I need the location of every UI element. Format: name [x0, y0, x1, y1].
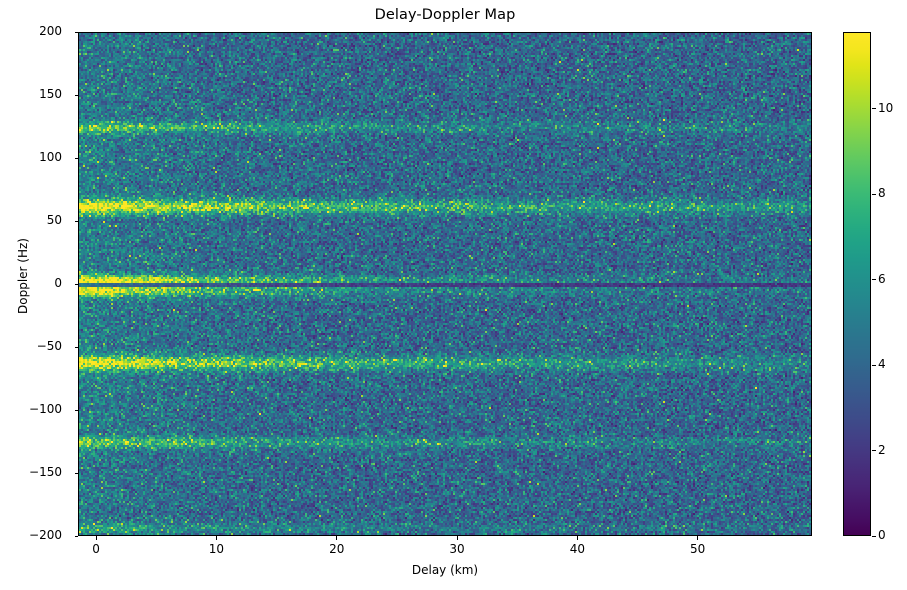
y-tick-label: 150 — [39, 87, 62, 101]
colorbar-tick-mark — [872, 108, 876, 110]
colorbar-tick-label: 0 — [878, 528, 886, 542]
y-tick-mark — [74, 472, 78, 474]
y-tick-label: 100 — [39, 150, 62, 164]
y-tick-label: 0 — [54, 276, 62, 290]
colorbar-tick-mark — [872, 364, 876, 366]
delay-doppler-heatmap-axes[interactable] — [78, 32, 812, 536]
x-tick-label: 10 — [208, 542, 225, 556]
colorbar-tick-mark — [872, 535, 876, 537]
y-tick-mark — [74, 283, 78, 285]
x-tick-label: 0 — [92, 542, 100, 556]
heatmap-image — [79, 33, 811, 535]
colorbar-tick-label: 2 — [878, 442, 886, 457]
y-tick-label: −100 — [29, 402, 62, 416]
y-tick-label: 50 — [46, 213, 62, 227]
x-tick-label: 40 — [569, 542, 585, 556]
x-tick-mark — [576, 536, 578, 540]
y-tick-mark — [74, 220, 78, 222]
y-tick-label: −50 — [36, 339, 62, 353]
page-title: Delay-Doppler Map — [374, 7, 516, 23]
x-tick-mark — [456, 536, 458, 540]
x-tick-label: 50 — [690, 542, 706, 556]
colorbar-tick-label: 10 — [878, 100, 894, 115]
colorbar-tick-mark — [872, 193, 876, 195]
y-tick-mark — [74, 409, 78, 411]
colorbar[interactable] — [843, 32, 871, 536]
x-tick-mark — [336, 536, 338, 540]
x-axis-label: Delay (km) — [411, 563, 479, 577]
y-axis-label: Doppler (Hz) — [16, 238, 30, 314]
colorbar-tick-label: 8 — [878, 186, 886, 201]
y-tick-label: −200 — [29, 528, 62, 542]
x-tick-label: 30 — [449, 542, 465, 556]
y-tick-mark — [74, 346, 78, 348]
colorbar-tick-label: 4 — [878, 357, 886, 372]
x-tick-mark — [215, 536, 217, 540]
y-tick-mark — [74, 31, 78, 33]
colorbar-tick-mark — [872, 279, 876, 281]
y-tick-label: −150 — [29, 465, 62, 479]
colorbar-tick-mark — [872, 450, 876, 452]
y-tick-mark — [74, 94, 78, 96]
colorbar-gradient — [843, 32, 871, 536]
colorbar-tick-label: 6 — [878, 271, 886, 286]
y-tick-mark — [74, 535, 78, 537]
x-tick-mark — [95, 536, 97, 540]
y-tick-mark — [74, 157, 78, 159]
x-tick-label: 20 — [329, 542, 345, 556]
x-tick-mark — [697, 536, 699, 540]
y-tick-label: 200 — [39, 24, 62, 38]
